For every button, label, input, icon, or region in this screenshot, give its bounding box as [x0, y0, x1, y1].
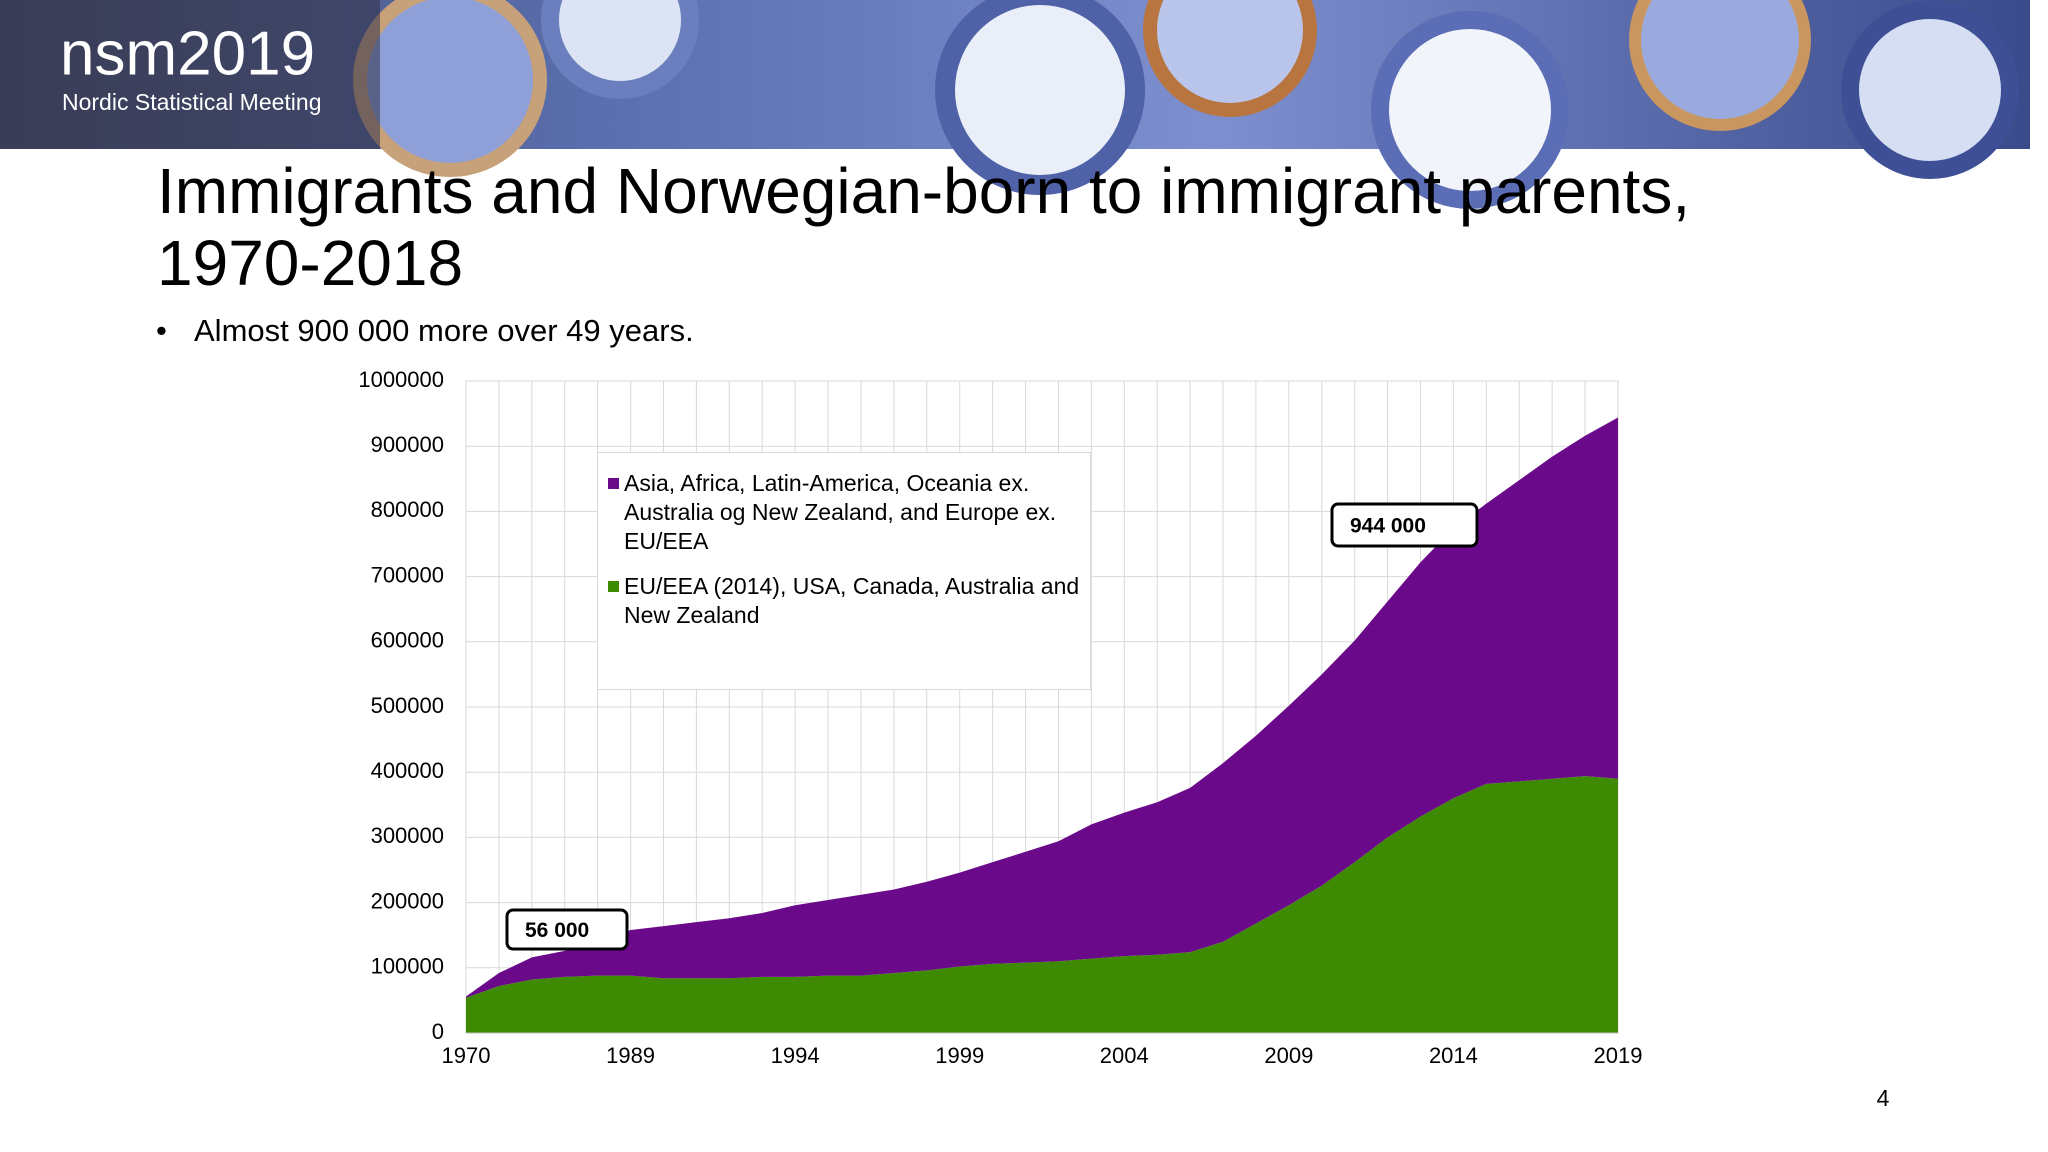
y-tick-label: 1000000 — [358, 367, 444, 392]
x-tick-label: 2014 — [1429, 1043, 1478, 1068]
y-tick-label: 600000 — [371, 628, 444, 653]
y-tick-label: 700000 — [371, 562, 444, 587]
y-tick-label: 300000 — [371, 823, 444, 848]
bullet-text: Almost 900 000 more over 49 years. — [194, 313, 694, 348]
annotation: 56 000 — [525, 919, 589, 942]
y-tick-label: 500000 — [371, 693, 444, 718]
x-tick-label: 2004 — [1100, 1043, 1149, 1068]
x-tick-label: 1989 — [606, 1043, 655, 1068]
bullet-mark: • — [156, 313, 167, 348]
legend-swatch — [608, 581, 619, 592]
legend-label: Asia, Africa, Latin-America, Oceania ex.… — [624, 470, 1057, 554]
logo: nsm2019 — [60, 19, 315, 88]
annotation-box — [1330, 502, 1479, 548]
header-banner — [0, 0, 2030, 209]
x-tick-label: 2019 — [1594, 1043, 1643, 1068]
page-number: 4 — [1877, 1085, 1890, 1111]
area — [466, 417, 1618, 998]
y-tick-label: 800000 — [371, 497, 444, 522]
legend: Asia, Africa, Latin-America, Oceania ex.… — [597, 452, 1091, 690]
slide-title: 1970-2018 — [157, 227, 463, 299]
logo-subtitle: Nordic Statistical Meeting — [62, 89, 322, 115]
x-tick-label: 1994 — [771, 1043, 820, 1068]
y-tick-label: 400000 — [371, 758, 444, 783]
y-tick-label: 900000 — [371, 432, 444, 457]
legend-label: EU/EEA (2014), USA, Canada, Australia an… — [624, 573, 1080, 628]
y-tick-label: 100000 — [371, 954, 444, 979]
legend-swatch — [608, 478, 619, 489]
x-tick-label: 1970 — [442, 1043, 491, 1068]
annotation: 944 000 — [1350, 515, 1426, 538]
slide-title: Immigrants and Norwegian-born to immigra… — [157, 155, 1690, 227]
area — [466, 776, 1618, 1033]
legend-item: EU/EEA (2014), USA, Canada, Australia an… — [608, 572, 1082, 630]
legend-item: Asia, Africa, Latin-America, Oceania ex.… — [608, 469, 1082, 556]
x-tick-label: 1999 — [935, 1043, 984, 1068]
y-tick-label: 0 — [432, 1019, 444, 1044]
x-tick-label: 2009 — [1264, 1043, 1313, 1068]
annotation-box — [505, 908, 629, 951]
y-tick-label: 200000 — [371, 888, 444, 913]
